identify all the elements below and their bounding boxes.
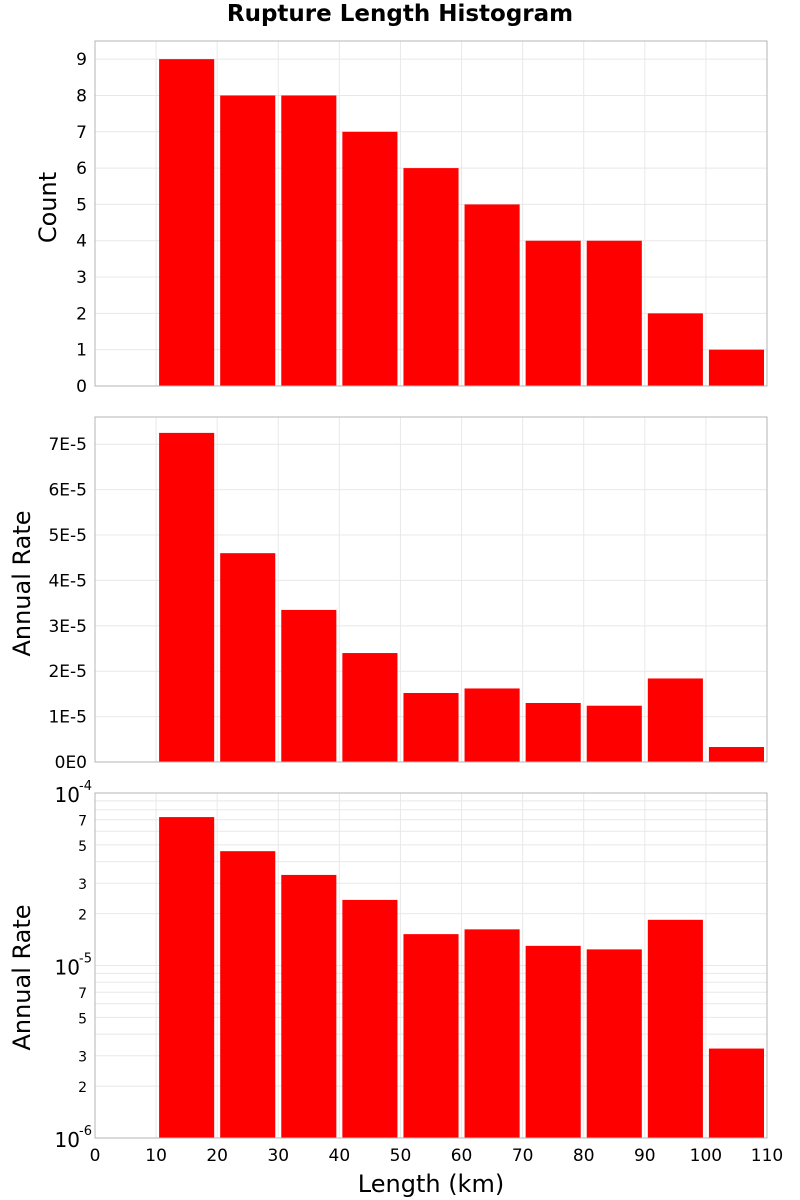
x-tick-label: 90 [634,1146,656,1166]
y-tick-label: 10 [55,956,80,980]
bar-annual-rate-linear-10 [708,747,764,762]
x-tick-label: 70 [512,1146,534,1166]
y-tick-label: 2 [76,304,87,324]
bar-annual-rate-log-7 [525,945,581,1138]
bar-count-7 [525,240,581,386]
x-tick-label: 80 [573,1146,595,1166]
y-tick-label: 9 [76,50,87,70]
bar-count-5 [403,168,459,386]
y-tick-label: 10 [55,1128,80,1152]
bar-annual-rate-linear-2 [220,553,276,762]
y-tick-label: 5 [76,195,87,215]
y-tick-label: 3 [78,877,87,893]
y-tick-label: 8 [76,86,87,106]
y-axis-label: Count [34,172,62,243]
bar-count-1 [159,59,215,386]
y-tick-label: 1 [76,341,87,361]
bar-annual-rate-log-9 [647,919,703,1138]
bar-annual-rate-log-3 [281,874,337,1138]
y-tick-label: 4E-5 [48,571,87,591]
x-tick-label: 20 [206,1146,228,1166]
bar-count-2 [220,95,276,386]
bar-annual-rate-log-6 [464,929,520,1138]
bar-annual-rate-log-10 [708,1048,764,1138]
y-tick-label: 6E-5 [48,481,87,501]
plot-frame [94,792,768,1139]
y-tick-exponent: -4 [79,779,92,794]
bar-annual-rate-linear-7 [525,702,581,762]
y-tick-label: 4 [76,232,87,252]
bar-count-4 [342,131,398,386]
y-tick-label: 7 [78,814,87,830]
x-tick-label: 10 [145,1146,167,1166]
bar-annual-rate-log-2 [220,851,276,1138]
x-tick-label: 50 [390,1146,412,1166]
y-tick-label: 2E-5 [48,662,87,682]
y-tick-label: 1E-5 [48,708,87,728]
bar-annual-rate-linear-8 [586,705,642,762]
y-tick-exponent: -5 [79,952,92,967]
bar-count-8 [586,240,642,386]
y-tick-label: 3E-5 [48,617,87,637]
x-tick-label: 0 [90,1146,101,1166]
y-tick-label: 10 [55,783,80,807]
y-tick-label: 5E-5 [48,526,87,546]
y-tick-label: 0E0 [55,753,87,773]
y-tick-label: 3 [76,268,87,288]
y-tick-label: 0 [76,377,87,397]
y-tick-label: 5 [78,839,87,855]
x-tick-label: 110 [751,1146,783,1166]
bar-annual-rate-linear-1 [159,432,215,762]
bar-count-6 [464,204,520,386]
bar-annual-rate-linear-6 [464,688,520,762]
y-tick-label: 3 [78,1050,87,1066]
y-tick-label: 7E-5 [48,435,87,455]
bar-annual-rate-log-5 [403,934,459,1138]
bar-annual-rate-log-8 [586,949,642,1138]
bar-annual-rate-linear-5 [403,693,459,762]
plot-frame [94,40,768,387]
bar-annual-rate-log-1 [159,817,215,1138]
bar-count-3 [281,95,337,386]
y-axis-label: Annual Rate [8,904,36,1050]
y-tick-exponent: -6 [79,1124,92,1139]
plot-frame [94,416,768,763]
x-tick-label: 40 [329,1146,351,1166]
bar-annual-rate-linear-3 [281,609,337,762]
x-tick-label: 30 [267,1146,289,1166]
bar-annual-rate-linear-4 [342,653,398,762]
bar-annual-rate-linear-9 [647,678,703,762]
y-tick-label: 2 [78,908,87,924]
bar-count-9 [647,313,703,386]
x-tick-label: 100 [690,1146,722,1166]
y-tick-label: 7 [78,986,87,1002]
y-tick-label: 7 [76,123,87,143]
bar-count-10 [708,349,764,386]
y-tick-label: 5 [78,1011,87,1027]
bar-annual-rate-log-4 [342,899,398,1138]
x-tick-label: 60 [451,1146,473,1166]
y-tick-label: 2 [78,1080,87,1096]
y-axis-label: Annual Rate [8,510,36,656]
y-tick-label: 6 [76,159,87,179]
chart-title: Rupture Length Histogram [226,1,574,27]
x-axis-label: Length (km) [358,1170,504,1198]
